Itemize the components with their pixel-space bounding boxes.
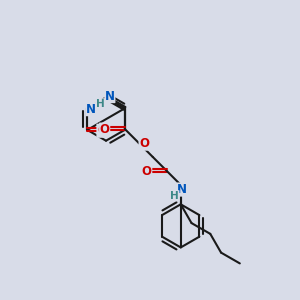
Text: N: N bbox=[177, 183, 187, 196]
Text: O: O bbox=[97, 124, 107, 137]
Text: N: N bbox=[105, 90, 115, 103]
Text: O: O bbox=[139, 137, 149, 150]
Text: N: N bbox=[86, 103, 96, 116]
Text: O: O bbox=[142, 165, 152, 178]
Text: O: O bbox=[100, 123, 110, 136]
Text: H: H bbox=[96, 99, 105, 109]
Text: H: H bbox=[170, 191, 179, 201]
